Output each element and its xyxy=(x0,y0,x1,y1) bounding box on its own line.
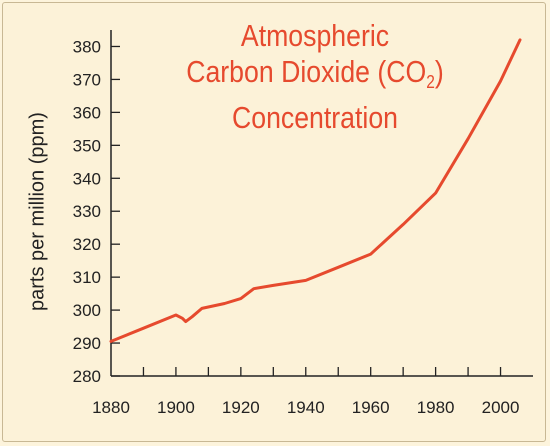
y-tick-label: 290 xyxy=(73,334,101,353)
title-subscript: 2 xyxy=(426,72,435,92)
y-tick-label: 350 xyxy=(73,136,101,155)
chart-title: Atmospheric Carbon Dioxide (CO2) Concent… xyxy=(186,18,444,136)
y-tick-label: 360 xyxy=(73,103,101,122)
x-tick-label: 1920 xyxy=(222,398,260,417)
co2-series-line xyxy=(109,38,522,343)
x-tick-label: 1960 xyxy=(352,398,390,417)
title-line-2-main: Carbon Dioxide (CO xyxy=(186,54,427,89)
y-tick-label: 300 xyxy=(73,301,101,320)
y-tick-label: 320 xyxy=(73,235,101,254)
x-tick-label: 1880 xyxy=(92,398,130,417)
title-line-2: Carbon Dioxide (CO2) xyxy=(186,54,444,100)
y-tick-label: 380 xyxy=(73,37,101,56)
title-line-3: Concentration xyxy=(231,100,398,135)
y-tick-label: 340 xyxy=(73,169,101,188)
y-tick-label: 330 xyxy=(73,202,101,221)
title-line-1: Atmospheric xyxy=(240,18,390,53)
x-tick-label: 1900 xyxy=(157,398,195,417)
title-line-2-end: ) xyxy=(434,54,444,89)
x-tick-label: 1980 xyxy=(417,398,455,417)
y-tick-label: 370 xyxy=(73,70,101,89)
x-tick-label: 2000 xyxy=(482,398,520,417)
x-tick-label: 1940 xyxy=(287,398,325,417)
chart-frame xyxy=(2,2,546,442)
y-tick-label: 280 xyxy=(73,367,101,386)
y-tick-label: 310 xyxy=(73,268,101,287)
